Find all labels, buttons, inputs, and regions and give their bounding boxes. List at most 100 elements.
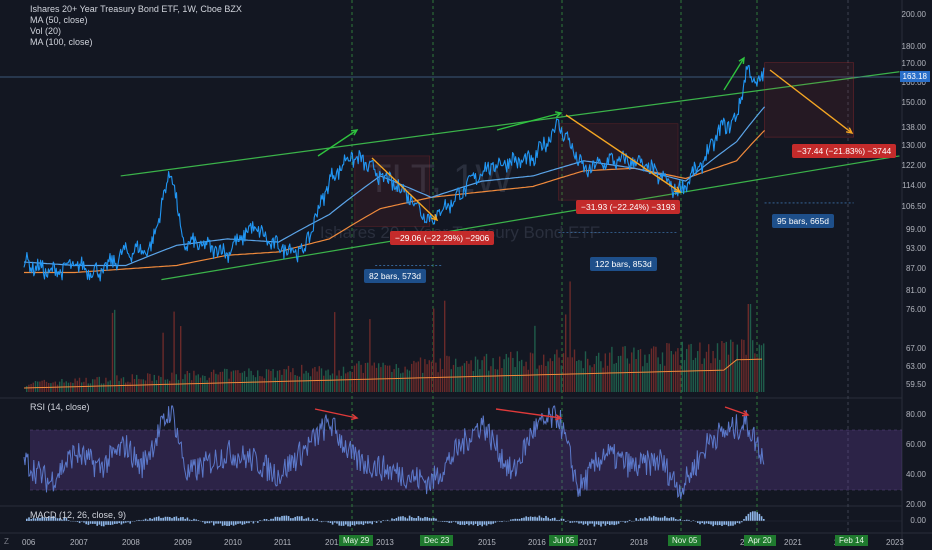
macd-bar <box>138 519 140 521</box>
macd-bar <box>639 517 642 521</box>
macd-bar <box>250 521 252 522</box>
volume-bar <box>679 365 681 392</box>
macd-bar <box>217 521 219 524</box>
volume-bar <box>551 361 554 392</box>
volume-bar <box>237 370 239 392</box>
legend-ma50[interactable]: MA (50, close) <box>30 15 88 25</box>
volume-bar <box>565 314 567 392</box>
drop-annotation-3[interactable]: −37.44 (−21.83%) −3744 <box>792 144 897 158</box>
macd-bar <box>226 521 228 527</box>
macd-bar <box>727 521 730 527</box>
time-tick-label: 2023 <box>886 538 904 547</box>
macd-bar <box>210 521 213 523</box>
macd-bar <box>595 521 598 525</box>
volume-bar <box>672 354 675 392</box>
macd-bar <box>578 521 580 524</box>
volume-bar <box>681 341 683 392</box>
macd-bar <box>281 515 283 521</box>
macd-bar <box>202 521 204 523</box>
volume-bar <box>710 363 712 392</box>
rsi-pane-label[interactable]: RSI (14, close) <box>30 402 90 412</box>
green-arrow-3 <box>723 56 745 91</box>
macd-bar <box>576 521 578 523</box>
macd-bar <box>525 516 527 521</box>
volume-bar <box>334 312 336 392</box>
macd-bar <box>65 517 68 521</box>
macd-bar <box>701 521 703 524</box>
volume-bar <box>56 384 59 392</box>
price-tick-label: 81.00 <box>905 285 926 295</box>
volume-bar <box>173 311 175 392</box>
macd-bar <box>408 515 411 521</box>
macd-pane-label[interactable]: MACD (12, 26, close, 9) <box>30 510 127 520</box>
macd-bar <box>628 519 631 521</box>
macd-bar <box>56 518 59 521</box>
volume-bar <box>131 374 133 392</box>
macd-bar <box>417 516 420 521</box>
macd-bar <box>518 518 521 521</box>
macd-bar <box>61 519 63 521</box>
macd-bar <box>265 519 268 521</box>
macd-bar <box>635 518 637 521</box>
volume-bar <box>162 332 164 392</box>
volume-bar <box>309 376 312 392</box>
volume-bar <box>611 346 613 392</box>
volume-bar <box>111 312 114 392</box>
bars-annotation-1[interactable]: 82 bars, 573d <box>364 269 426 283</box>
bars-annotation-2[interactable]: 122 bars, 853d <box>590 257 657 271</box>
legend-ma100[interactable]: MA (100, close) <box>30 37 93 47</box>
macd-bar <box>736 521 739 523</box>
macd-bar <box>642 518 644 521</box>
volume-bar <box>380 367 382 392</box>
volume-bar <box>116 375 118 392</box>
macd-bar <box>428 517 431 521</box>
volume-bar <box>268 369 270 392</box>
volume-bar <box>186 370 188 392</box>
macd-bar <box>171 518 173 521</box>
volume-bar <box>204 375 206 392</box>
volume-bar <box>455 358 457 392</box>
macd-bar <box>162 517 164 521</box>
volume-bar <box>479 369 481 392</box>
volume-bar <box>100 383 103 392</box>
volume-bar <box>655 346 657 392</box>
macd-bar <box>252 521 255 524</box>
macd-bar <box>441 521 444 522</box>
macd-bar <box>543 518 545 521</box>
volume-bar <box>417 361 419 392</box>
price-tick-label: 106.50 <box>901 202 926 212</box>
drop-annotation-2[interactable]: −31.93 (−22.24%) −3193 <box>576 200 681 214</box>
drop-annotation-1[interactable]: −29.06 (−22.29%) −2906 <box>390 231 495 245</box>
macd-bar <box>78 521 81 524</box>
bars-annotation-3[interactable]: 95 bars, 665d <box>772 214 834 228</box>
macd-bar <box>448 521 450 523</box>
volume-bar <box>536 368 538 392</box>
volume-bar <box>741 339 743 392</box>
macd-bar <box>63 517 65 521</box>
volume-bar <box>549 358 551 392</box>
volume-bar <box>534 325 536 392</box>
volume-bar <box>296 375 298 392</box>
macd-bar <box>164 516 167 521</box>
volume-bar <box>246 376 248 392</box>
macd-bar <box>320 521 323 523</box>
macd-bar <box>347 521 349 527</box>
time-tick-label: 2018 <box>630 538 648 547</box>
red-arrow-2 <box>495 408 563 421</box>
volume-bar <box>446 355 448 392</box>
macd-bar <box>413 517 415 521</box>
volume-bar <box>690 343 692 392</box>
legend-vol[interactable]: Vol (20) <box>30 26 62 36</box>
price-tick-label: 63.00 <box>905 362 926 372</box>
macd-bar <box>738 521 741 524</box>
volume-bar <box>226 368 228 392</box>
macd-bar <box>364 521 367 524</box>
macd-bar <box>732 521 734 526</box>
macd-bar <box>67 520 70 521</box>
volume-bar <box>472 370 474 392</box>
macd-bar <box>329 521 332 524</box>
volume-bar <box>228 378 230 392</box>
macd-bar <box>749 512 752 521</box>
macd-bar <box>754 511 756 521</box>
